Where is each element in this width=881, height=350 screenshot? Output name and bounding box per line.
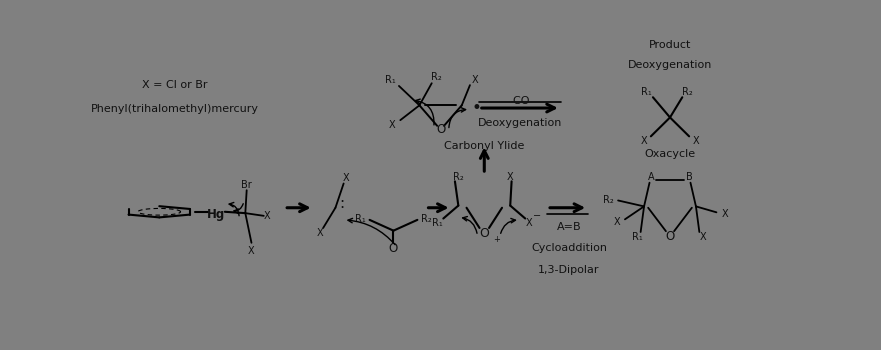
Text: A=B: A=B — [557, 222, 581, 232]
Text: R₂: R₂ — [431, 72, 442, 82]
Text: Hg: Hg — [207, 208, 225, 221]
Text: O: O — [436, 122, 445, 135]
Text: R₂: R₂ — [453, 172, 463, 182]
Text: X: X — [525, 218, 532, 228]
Text: Phenyl(trihalomethyl)mercury: Phenyl(trihalomethyl)mercury — [91, 104, 259, 114]
Text: X: X — [613, 217, 620, 227]
Text: R₂: R₂ — [421, 214, 432, 224]
Text: X: X — [472, 75, 478, 85]
Text: Product: Product — [648, 40, 692, 50]
Text: X: X — [700, 232, 706, 243]
Text: Br: Br — [241, 180, 252, 190]
Text: X: X — [640, 136, 648, 146]
Text: +: + — [493, 235, 500, 244]
Text: R₂: R₂ — [682, 87, 692, 97]
Text: −: − — [534, 211, 542, 221]
Text: Oxacycle: Oxacycle — [644, 149, 696, 159]
Text: O: O — [479, 227, 489, 240]
Text: X: X — [507, 172, 514, 182]
Text: •: • — [472, 99, 482, 117]
Text: X: X — [317, 228, 323, 238]
Text: X: X — [263, 211, 270, 221]
Text: :: : — [340, 196, 344, 211]
Text: Cycloaddition: Cycloaddition — [531, 243, 607, 253]
Text: X: X — [722, 209, 728, 219]
Text: X: X — [248, 246, 255, 256]
Text: R₁: R₁ — [385, 75, 396, 85]
Text: X: X — [389, 120, 396, 130]
Text: O: O — [389, 241, 398, 255]
Text: A: A — [648, 172, 655, 182]
Text: Deoxygenation: Deoxygenation — [478, 118, 562, 128]
Text: O: O — [665, 230, 675, 243]
Text: 1,3-Dipolar: 1,3-Dipolar — [538, 265, 600, 275]
Text: X: X — [692, 136, 700, 146]
Text: X = Cl or Br: X = Cl or Br — [142, 80, 208, 90]
Text: R₁: R₁ — [640, 87, 651, 97]
Text: B: B — [685, 172, 692, 182]
Text: Carbonyl Ylide: Carbonyl Ylide — [444, 141, 524, 151]
Text: R₁: R₁ — [355, 214, 366, 224]
Text: R₂: R₂ — [603, 195, 614, 205]
Text: R₁: R₁ — [433, 218, 443, 228]
Text: X: X — [343, 173, 349, 183]
Text: -CO: -CO — [509, 96, 530, 106]
Text: Deoxygenation: Deoxygenation — [628, 60, 712, 70]
Text: R₁: R₁ — [632, 232, 642, 243]
